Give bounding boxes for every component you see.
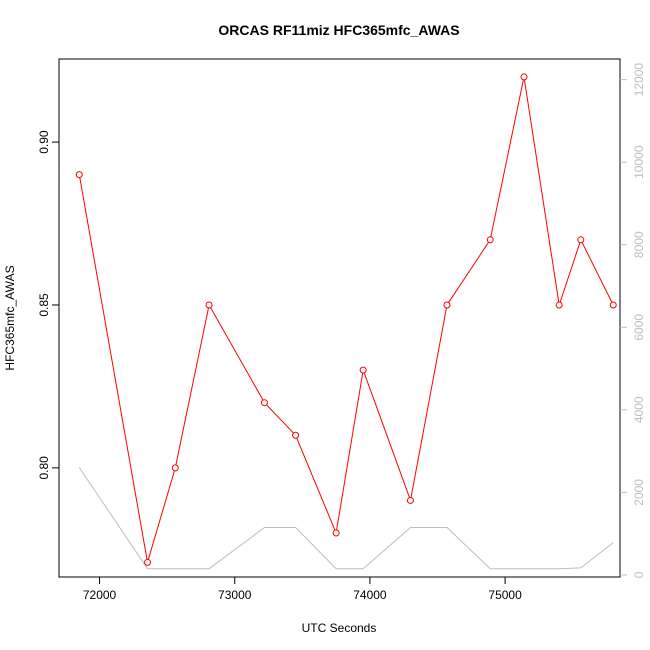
y-tick-label: 0.90 [37,130,51,154]
data-point [555,301,563,309]
plot-frame [58,58,621,578]
data-point [443,301,451,309]
x-axis: 72000 73000 74000 75000 [83,577,522,602]
data-point [260,399,268,407]
y-axis-right: 0 2000 4000 6000 8000 10000 12000 [620,63,646,578]
data-point [75,171,83,179]
y2-tick-label: 2000 [632,479,646,506]
y-axis-label: HFC365mfc_AWAS [3,265,17,370]
data-point [520,73,528,81]
y2-tick-label: 6000 [632,314,646,341]
data-point [332,529,340,537]
y-tick-label: 0.80 [37,456,51,480]
data-point [577,236,585,244]
y2-tick-label: 4000 [632,396,646,423]
x-tick-label: 74000 [353,588,387,602]
data-point [359,366,367,374]
data-point [406,496,414,504]
data-point [486,236,494,244]
series-line [78,76,614,563]
data-point [171,464,179,472]
data-point [205,301,213,309]
y2-tick-label: 12000 [632,63,646,97]
y2-tick-label: 8000 [632,231,646,258]
data-point [609,301,617,309]
data-point [144,558,152,566]
y-axis-left: 0.80 0.85 0.90 [37,130,59,480]
y2-tick-label: 10000 [632,145,646,179]
y2-tick-label: 0 [632,571,646,578]
x-tick-label: 72000 [83,588,117,602]
y-tick-label: 0.85 [37,293,51,317]
x-tick-label: 73000 [218,588,252,602]
chart-title: ORCAS RF11miz HFC365mfc_AWAS [218,22,459,38]
series-layer [75,73,617,570]
x-tick-label: 75000 [488,588,522,602]
data-point [292,431,300,439]
x-axis-label: UTC Seconds [302,621,377,635]
series-line [78,467,614,570]
